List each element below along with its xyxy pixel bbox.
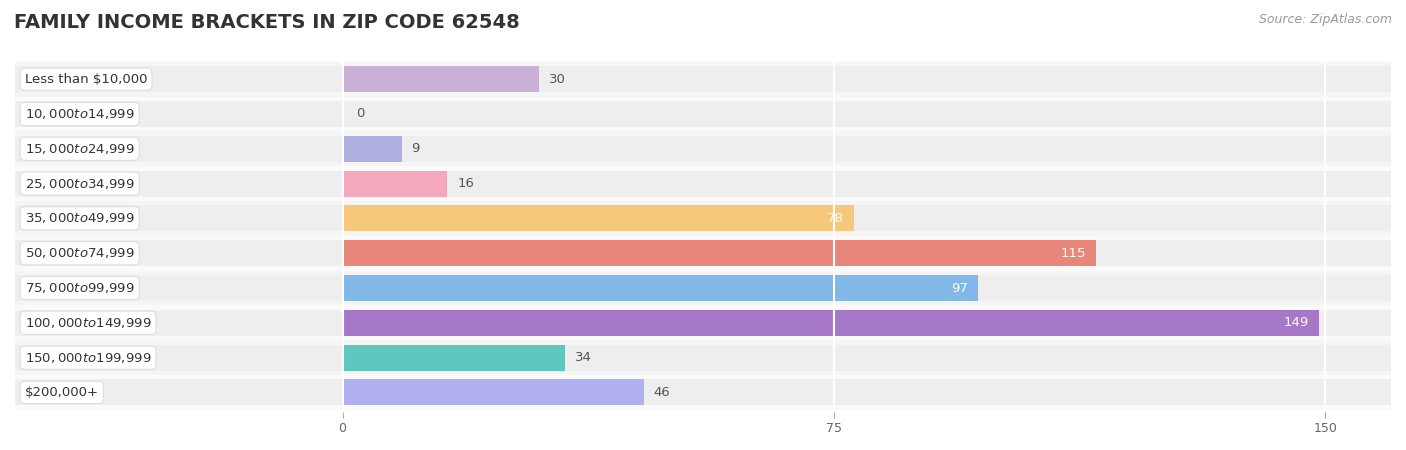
Bar — [343, 240, 1097, 266]
Bar — [15, 171, 1391, 197]
Text: Less than $10,000: Less than $10,000 — [25, 72, 148, 86]
Text: $35,000 to $49,999: $35,000 to $49,999 — [25, 212, 135, 225]
Text: $50,000 to $74,999: $50,000 to $74,999 — [25, 246, 135, 260]
Text: $75,000 to $99,999: $75,000 to $99,999 — [25, 281, 135, 295]
Text: 0: 0 — [356, 108, 364, 121]
Bar — [15, 101, 1391, 127]
Text: $10,000 to $14,999: $10,000 to $14,999 — [25, 107, 135, 121]
Text: 78: 78 — [827, 212, 844, 225]
Bar — [343, 66, 538, 92]
Bar — [343, 310, 1319, 336]
Text: $150,000 to $199,999: $150,000 to $199,999 — [25, 351, 152, 364]
Bar — [15, 375, 1391, 410]
Bar — [15, 236, 1391, 270]
Bar — [343, 205, 853, 231]
Bar — [15, 66, 1391, 92]
Bar — [15, 275, 1391, 301]
Bar — [15, 205, 1391, 231]
Text: 34: 34 — [575, 351, 592, 364]
Text: 97: 97 — [952, 282, 969, 294]
Text: 149: 149 — [1284, 316, 1309, 329]
Bar — [343, 345, 565, 371]
Text: 9: 9 — [412, 142, 420, 155]
Bar — [343, 275, 979, 301]
Bar — [15, 240, 1391, 266]
Bar — [15, 310, 1391, 336]
Text: 46: 46 — [654, 386, 671, 399]
Text: $100,000 to $149,999: $100,000 to $149,999 — [25, 316, 152, 330]
Text: $25,000 to $34,999: $25,000 to $34,999 — [25, 176, 135, 191]
Bar — [15, 306, 1391, 340]
Bar — [15, 201, 1391, 236]
Bar — [15, 270, 1391, 306]
Bar — [343, 171, 447, 197]
Text: 30: 30 — [548, 72, 565, 86]
Bar — [343, 379, 644, 405]
Bar — [15, 340, 1391, 375]
Text: $15,000 to $24,999: $15,000 to $24,999 — [25, 142, 135, 156]
Bar — [15, 131, 1391, 166]
Bar — [15, 62, 1391, 97]
Text: $200,000+: $200,000+ — [25, 386, 98, 399]
Bar — [343, 136, 402, 162]
Bar — [15, 345, 1391, 371]
Bar — [15, 379, 1391, 405]
Bar — [15, 97, 1391, 131]
Text: FAMILY INCOME BRACKETS IN ZIP CODE 62548: FAMILY INCOME BRACKETS IN ZIP CODE 62548 — [14, 14, 520, 32]
Text: 115: 115 — [1060, 247, 1087, 260]
Bar — [15, 166, 1391, 201]
Text: 16: 16 — [457, 177, 474, 190]
Bar — [15, 136, 1391, 162]
Text: Source: ZipAtlas.com: Source: ZipAtlas.com — [1258, 14, 1392, 27]
